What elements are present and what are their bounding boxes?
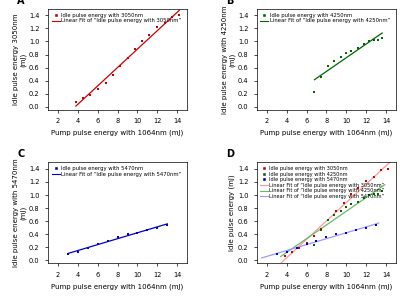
Point [124, 232, 131, 237]
Point [341, 200, 348, 205]
Point [338, 208, 344, 213]
Point [366, 193, 372, 197]
Point [318, 228, 325, 233]
X-axis label: Pump pulse energy with 1064nm (mJ): Pump pulse energy with 1064nm (mJ) [52, 283, 184, 290]
Point [371, 38, 377, 43]
Legend: Idle pulse energy with 3050nm, Idle pulse energy with 4250nm, Idle pulse energy : Idle pulse energy with 3050nm, Idle puls… [259, 165, 386, 200]
Y-axis label: Idle pulse energy with 4250nm
(mJ): Idle pulse energy with 4250nm (mJ) [222, 5, 235, 114]
Point [353, 227, 360, 232]
Point [363, 226, 369, 231]
Point [86, 93, 93, 97]
Point [164, 223, 170, 227]
Point [378, 168, 384, 173]
Point [375, 191, 381, 196]
X-axis label: Pump pulse energy with 1064nm (mJ): Pump pulse energy with 1064nm (mJ) [52, 130, 184, 136]
Point [132, 47, 139, 52]
Point [274, 252, 280, 257]
Point [373, 223, 379, 227]
Point [331, 59, 338, 63]
Legend: Idle pulse energy with 3050nm, Linear Fit of “Idle pulse energy with 3050nm”: Idle pulse energy with 3050nm, Linear Fi… [51, 12, 182, 25]
Point [379, 189, 385, 194]
Point [333, 232, 340, 237]
Point [154, 25, 160, 30]
Point [318, 74, 325, 79]
Point [75, 249, 81, 254]
Point [293, 246, 300, 251]
Point [325, 217, 332, 222]
X-axis label: Pump pulse energy with 1064nm (mJ): Pump pulse energy with 1064nm (mJ) [260, 130, 392, 136]
Text: A: A [17, 0, 25, 6]
Point [84, 246, 91, 251]
Point [311, 243, 318, 247]
Point [318, 226, 325, 231]
Point [325, 217, 332, 222]
Point [366, 39, 372, 44]
Point [361, 42, 367, 46]
Point [343, 51, 350, 56]
Point [73, 100, 79, 104]
Text: C: C [17, 149, 25, 159]
Point [144, 227, 151, 232]
Point [375, 38, 381, 43]
Point [348, 48, 354, 53]
Point [102, 80, 109, 85]
Point [363, 178, 369, 183]
Point [146, 33, 153, 37]
Legend: Idle pulse energy with 5470nm, Linear Fit of “Idle pulse energy with 5470nm”: Idle pulse energy with 5470nm, Linear Fi… [51, 165, 183, 178]
Point [355, 199, 362, 204]
Point [65, 252, 71, 257]
Point [311, 89, 318, 94]
Text: D: D [226, 149, 234, 159]
Point [385, 167, 391, 171]
Y-axis label: Idle pulse energy 3050nm
(mJ): Idle pulse energy 3050nm (mJ) [13, 14, 26, 105]
Point [288, 249, 295, 254]
Point [343, 231, 350, 235]
Y-axis label: Idle pulse energy with 5470nm
(mJ): Idle pulse energy with 5470nm (mJ) [13, 159, 26, 267]
Point [371, 191, 377, 196]
Point [355, 186, 362, 191]
Point [116, 64, 123, 69]
Point [154, 226, 160, 231]
Point [325, 64, 332, 69]
Point [379, 35, 385, 40]
Point [295, 246, 302, 251]
Point [348, 202, 354, 207]
Point [361, 195, 367, 200]
Point [303, 242, 310, 246]
Point [343, 204, 350, 209]
Point [355, 46, 362, 50]
Point [348, 192, 354, 197]
Point [124, 55, 131, 60]
Point [313, 238, 320, 243]
Point [331, 212, 338, 217]
Point [282, 253, 288, 258]
Point [94, 242, 101, 246]
Point [284, 249, 290, 254]
Point [303, 240, 310, 245]
Point [311, 234, 318, 239]
X-axis label: Pump pulse energy with 1064nm (mJ): Pump pulse energy with 1064nm (mJ) [260, 283, 392, 290]
Legend: Idle pulse energy with 4250nm, Linear Fit of “Idle pulse energy with 4250nm”: Idle pulse energy with 4250nm, Linear Fi… [260, 12, 392, 25]
Point [80, 96, 86, 101]
Point [371, 174, 377, 179]
Point [104, 238, 111, 243]
Point [169, 14, 176, 19]
Text: B: B [226, 0, 234, 6]
Y-axis label: Idle pulse energy (mJ): Idle pulse energy (mJ) [228, 175, 235, 251]
Point [139, 38, 146, 43]
Point [134, 231, 141, 235]
Point [110, 73, 116, 78]
Point [176, 13, 182, 18]
Point [94, 87, 101, 91]
Point [333, 209, 340, 214]
Point [323, 234, 330, 239]
Point [114, 234, 121, 239]
Point [162, 21, 168, 25]
Point [338, 55, 344, 59]
